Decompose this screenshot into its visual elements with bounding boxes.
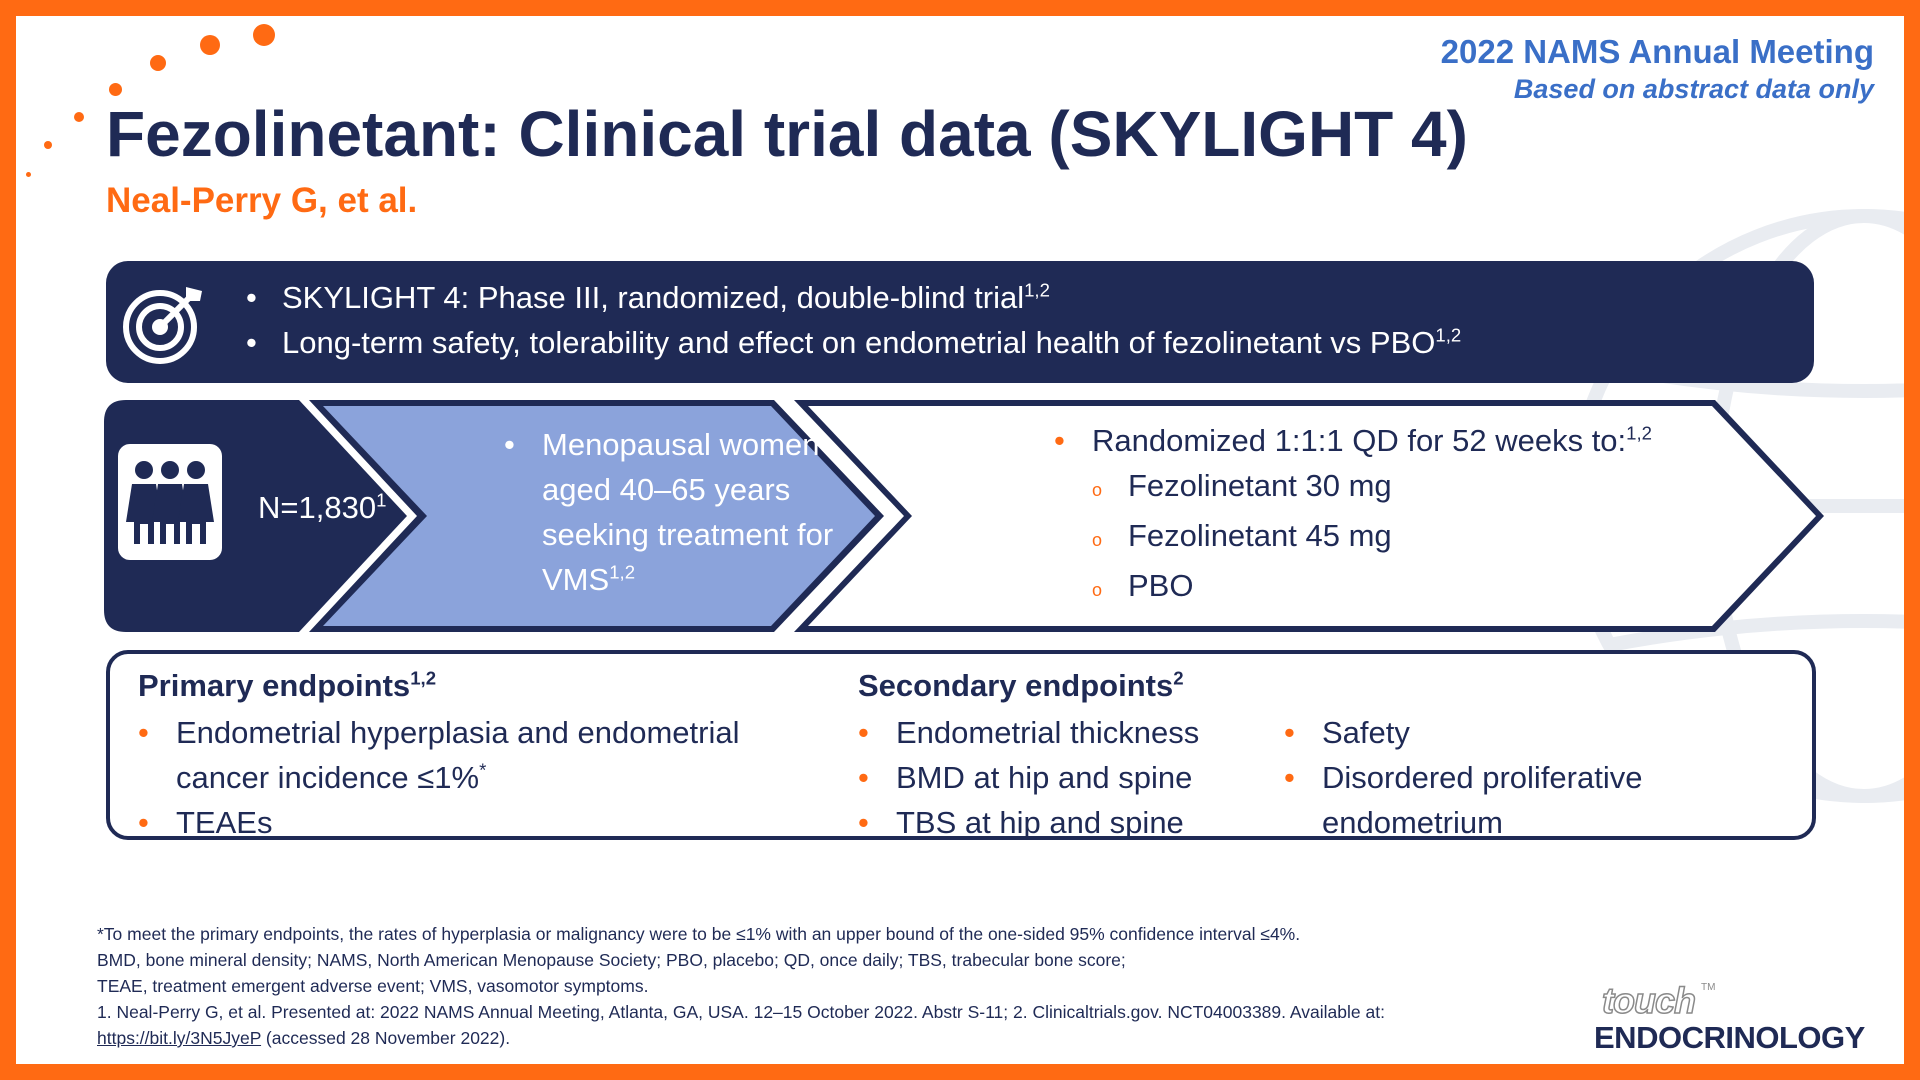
secondary-endpoints-list-2: • Safety • Disordered proliferative endome…	[1284, 710, 1762, 845]
arm-label: Fezolinetant 45 mg	[1128, 518, 1392, 553]
primary-endpoints-list: • Endometrial hyperplasia and endometrial…	[138, 710, 816, 845]
list-item: • Endometrial hyperplasia and endometrial…	[138, 715, 740, 795]
reference-link[interactable]: https://bit.ly/3N5JyeP	[97, 1028, 262, 1048]
endpoint-text: Disordered proliferative endometrium	[1322, 760, 1643, 840]
decorative-dot	[26, 172, 31, 177]
logo-word-endocrinology: ENDOCRINOLOGY	[1594, 1020, 1865, 1055]
randomization-list: • Randomized 1:1:1 QD for 52 weeks to:1,2…	[1054, 418, 1652, 613]
footnote-line: 1. Neal-Perry G, et al. Presented at: 20…	[97, 1002, 1385, 1022]
arm-item: o PBO	[1092, 568, 1194, 603]
citation: 1,2	[1435, 324, 1462, 346]
list-item: • Randomized 1:1:1 QD for 52 weeks to:1,2	[1054, 422, 1653, 458]
secondary-endpoints-list: • Endometrial thickness • BMD at hip and s…	[858, 710, 1199, 845]
heading-text: Primary endpoints	[138, 668, 411, 703]
primary-endpoints-heading: Primary endpoints1,2	[138, 668, 436, 704]
footnote-line: *To meet the primary endpoints, the rate…	[97, 924, 1301, 944]
meeting-note: Based on abstract data only	[1513, 74, 1874, 104]
endpoint-text: Endometrial thickness	[896, 715, 1200, 750]
objective-banner: • SKYLIGHT 4: Phase III, randomized, doub…	[106, 261, 1814, 383]
arm-item: o Fezolinetant 30 mg	[1092, 468, 1392, 503]
accessed-text: (accessed 28 November 2022).	[261, 1028, 511, 1048]
list-item: • Disordered proliferative endometrium	[1284, 755, 1762, 845]
list-item: • Endometrial thickness	[858, 710, 1199, 755]
footnote-line: TEAE, treatment emergent adverse event; …	[97, 976, 649, 996]
citation: 1,2	[410, 667, 437, 689]
objective-text: SKYLIGHT 4: Phase III, randomized, doubl…	[282, 280, 1025, 315]
footnote-line: BMD, bone mineral density; NAMS, North A…	[97, 950, 1126, 970]
endpoint-text: Endometrial hyperplasia and endometrial …	[176, 715, 740, 795]
decorative-dot	[253, 24, 275, 46]
citation: 1,2	[1024, 279, 1050, 301]
endpoint-text: TEAEs	[176, 805, 273, 840]
footnote-line: https://bit.ly/3N5JyeP (accessed 28 Nove…	[97, 1025, 1385, 1051]
meeting-name: 2022 NAMS Annual Meeting	[1440, 33, 1874, 70]
touch-endocrinology-logo: touch TM ENDOCRINOLOGY	[1574, 976, 1865, 1056]
decorative-dot	[44, 141, 52, 149]
list-item: • SKYLIGHT 4: Phase III, randomized, doub…	[246, 279, 1050, 315]
logo-word-touch: touch	[1601, 979, 1696, 1022]
arm-item: o Fezolinetant 45 mg	[1092, 518, 1392, 553]
list-item: • Menopausal women aged 40–65 years seeki…	[504, 427, 834, 597]
objective-text: Long-term safety, tolerability and effec…	[282, 325, 1436, 360]
list-item: • BMD at hip and spine	[858, 755, 1199, 800]
slide: 2022 NAMS Annual Meeting Based on abstra…	[16, 16, 1904, 1064]
citation: 1	[376, 489, 387, 511]
list-item: • TBS at hip and spine	[858, 800, 1199, 845]
citation: *	[479, 759, 487, 781]
authors: Neal-Perry G, et al.	[106, 181, 418, 220]
meeting-info: 2022 NAMS Annual Meeting Based on abstra…	[1441, 32, 1874, 106]
citation: 1,2	[609, 561, 636, 583]
page-title: Fezolinetant: Clinical trial data (SKYLI…	[106, 98, 1468, 170]
list-item: • TEAEs	[138, 800, 816, 845]
sample-size-text: N=1,830	[258, 490, 377, 525]
decorative-dot	[109, 83, 122, 96]
citation: 2	[1173, 667, 1184, 689]
criteria-chevron	[323, 406, 875, 626]
decorative-dot	[200, 35, 220, 55]
list-item: • Safety	[1284, 710, 1762, 755]
endpoint-text: BMD at hip and spine	[896, 760, 1193, 795]
objective-list: • SKYLIGHT 4: Phase III, randomized, doub…	[246, 275, 1461, 365]
endpoints-box: Primary endpoints1,2 • Endometrial hyperp…	[106, 650, 1816, 840]
list-item: • Long-term safety, tolerability and effe…	[246, 324, 1462, 360]
decorative-dot	[150, 55, 166, 71]
footnotes: *To meet the primary endpoints, the rate…	[97, 921, 1385, 1051]
study-design-flow: N=1,8301 • Menopausal women aged 40–65 ye…	[104, 400, 1824, 632]
heading-text: Secondary endpoints	[858, 668, 1174, 703]
arm-label: PBO	[1128, 568, 1194, 603]
population-description: Menopausal women aged 40–65 years seekin…	[542, 427, 834, 597]
population-criteria: • Menopausal women aged 40–65 years seeki…	[504, 422, 882, 602]
sample-size: N=1,8301	[258, 490, 386, 526]
target-icon	[123, 287, 202, 364]
citation: 1,2	[1626, 422, 1653, 444]
chevron-shapes	[104, 400, 1824, 632]
logo-trademark: TM	[1701, 982, 1716, 993]
endpoint-text: TBS at hip and spine	[896, 805, 1184, 840]
secondary-endpoints-heading: Secondary endpoints2	[858, 668, 1184, 704]
randomization-text: Randomized 1:1:1 QD for 52 weeks to:	[1092, 423, 1627, 458]
women-group-icon	[118, 444, 222, 560]
decorative-dot	[74, 112, 84, 122]
arm-label: Fezolinetant 30 mg	[1128, 468, 1392, 503]
endpoint-text: Safety	[1322, 715, 1410, 750]
